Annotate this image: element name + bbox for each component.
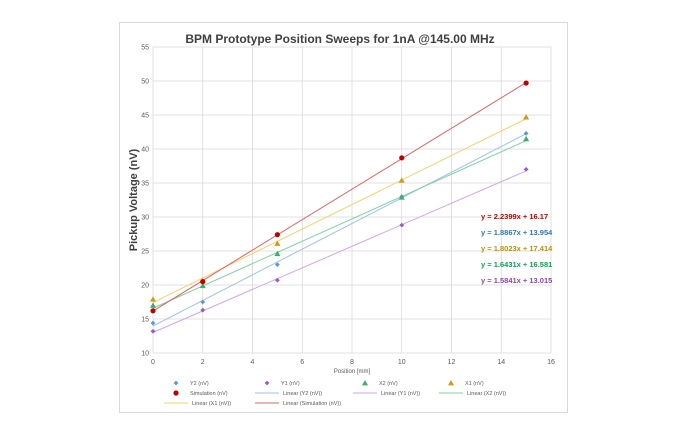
- point-x2-nv: [150, 302, 156, 308]
- point-y2-nv: [150, 320, 156, 326]
- point-x1-nv: [398, 177, 405, 183]
- legend-label: Linear (X2 (nV)): [467, 391, 506, 397]
- legend-item-linear-simulation-nv: Linear (Simulation (nV)): [255, 401, 341, 407]
- legend-swatch: [173, 380, 179, 386]
- y-tick-label: 10: [141, 351, 149, 358]
- trendline-linear-y2-nv: [152, 133, 527, 327]
- point-simulation-nv: [523, 80, 529, 86]
- point-y1-nv: [274, 277, 280, 283]
- trendline-linear-simulation-nv: [152, 82, 527, 312]
- grid: [152, 46, 552, 354]
- y-tick-labels: 10 15 20 25 30 35 40 45 50 55: [141, 45, 149, 358]
- x-axis-label: Position [mm]: [334, 369, 371, 375]
- y-tick-label: 40: [141, 147, 149, 154]
- legend-item-linear-y1-nv: Linear (Y1 (nV)): [353, 391, 420, 397]
- x-tick-label: 6: [300, 359, 304, 366]
- legend-item-linear-y2-nv: Linear (Y2 (nV)): [255, 391, 322, 397]
- y-tick-label: 55: [141, 45, 149, 52]
- point-y1-nv: [150, 328, 156, 334]
- point-x1-nv: [523, 114, 530, 120]
- x-tick-label: 0: [151, 359, 155, 366]
- point-simulation-nv: [274, 232, 280, 238]
- y-tick-label: 25: [141, 249, 149, 256]
- point-y2-nv: [200, 299, 206, 305]
- point-simulation-nv: [200, 279, 206, 285]
- x-tick-label: 12: [448, 359, 456, 366]
- legend-swatch: [173, 390, 179, 396]
- y-tick-label: 35: [141, 181, 149, 188]
- point-x2-nv: [274, 250, 281, 257]
- trendline-linear-x2-nv: [152, 140, 527, 309]
- x-tick-label: 4: [251, 359, 255, 366]
- trendline-equation: y = 1.8867x + 13.954: [481, 228, 553, 237]
- x-tick-label: 14: [497, 359, 505, 366]
- point-simulation-nv: [399, 155, 405, 161]
- point-x1-nv: [274, 240, 281, 246]
- legend-label: X2 (nV): [379, 381, 398, 387]
- y-tick-label: 15: [141, 317, 149, 324]
- trendline-equation: y = 1.8023x + 17.414: [481, 244, 553, 253]
- point-simulation-nv: [150, 308, 156, 314]
- point-y1-nv: [200, 307, 206, 313]
- chart-frame: [119, 22, 568, 413]
- legend-item-x2-nv: X2 (nV): [362, 380, 398, 387]
- legend-item-x1-nv: X1 (nV): [448, 380, 484, 387]
- point-x2-nv: [398, 194, 405, 200]
- legend-label: Y2 (nV): [190, 381, 209, 387]
- legend-swatch: [264, 380, 270, 386]
- x-tick-label: 2: [201, 359, 205, 366]
- x-tick-label: 10: [398, 359, 406, 366]
- legend-label: Simulation (nV): [190, 391, 228, 397]
- legend-item-linear-x2-nv: Linear (X2 (nV)): [439, 391, 506, 397]
- x-tick-label: 16: [547, 359, 555, 366]
- point-y1-nv: [399, 222, 405, 228]
- chart-title: BPM Prototype Position Sweeps for 1nA @1…: [185, 32, 494, 46]
- legend-label: Linear (Y2 (nV)): [283, 391, 322, 397]
- trendline-equation: y = 1.6431x + 16.581: [481, 260, 552, 269]
- point-y2-nv: [274, 262, 280, 267]
- legend-label: Linear (X1 (nV)): [192, 401, 231, 407]
- trendline-equation: y = 1.5841x + 13.015: [481, 276, 552, 285]
- trendline-linear-x1-nv: [152, 118, 527, 304]
- point-y2-nv: [523, 130, 529, 136]
- point-x1-nv: [150, 296, 156, 302]
- y-tick-label: 30: [141, 215, 149, 222]
- legend-item-linear-x1-nv: Linear (X1 (nV)): [164, 401, 231, 407]
- point-x2-nv: [199, 282, 206, 289]
- legend-swatch: [362, 380, 368, 386]
- y-tick-label: 45: [141, 113, 149, 120]
- trendline-equations: y = 2.2399x + 16.17 y = 1.8867x + 13.954 y…: [481, 212, 553, 285]
- point-x2-nv: [523, 135, 530, 142]
- legend-label: Y1 (nV): [281, 381, 300, 387]
- y-tick-label: 50: [141, 79, 149, 86]
- legend-item-y2-nv: Y2 (nV): [173, 380, 209, 387]
- legend-item-y1-nv: Y1 (nV): [264, 380, 300, 387]
- legend-label: Linear (Y1 (nV)): [381, 391, 420, 397]
- trendline-equation: y = 2.2399x + 16.17: [481, 212, 548, 221]
- y-tick-label: 20: [141, 283, 149, 290]
- data-points: [150, 80, 530, 334]
- point-y1-nv: [523, 167, 529, 172]
- y-axis-label: Pickup Voltage (nV): [128, 148, 140, 251]
- legend-item-simulation-nv: Simulation (nV): [173, 390, 228, 397]
- legend-swatch: [448, 380, 454, 386]
- legend-label: X1 (nV): [465, 381, 484, 387]
- x-tick-label: 8: [350, 359, 354, 366]
- trendline-linear-y1-nv: [152, 170, 527, 333]
- x-tick-labels: 0 2 4 6 8 10 12 14 16: [151, 359, 555, 366]
- trendlines: [152, 82, 527, 333]
- legend: Y2 (nV) Y1 (nV) X2 (nV) X1 (nV) Simulation (…: [164, 380, 506, 407]
- legend-label: Linear (Simulation (nV)): [283, 401, 341, 407]
